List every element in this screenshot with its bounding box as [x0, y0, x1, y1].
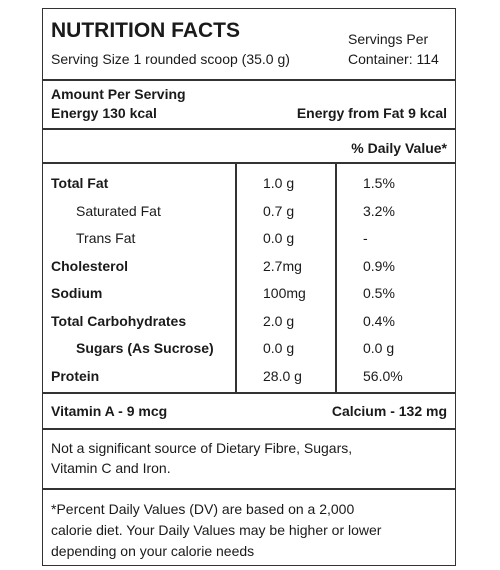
footnote-line: depending on your calorie needs [51, 543, 255, 559]
nutrient-dv: - [363, 230, 368, 246]
servings-per: Servings Per [348, 31, 429, 47]
footnote-line: calorie diet. Your Daily Values may be h… [51, 522, 382, 538]
nutrient-dv: 56.0% [363, 367, 403, 384]
divider [43, 128, 455, 130]
nutrient-dv: 0.5% [363, 285, 395, 301]
column-divider [235, 163, 237, 392]
footnote-line: *Percent Daily Values (DV) are based on … [51, 501, 355, 517]
divider [43, 79, 455, 81]
amount-heading: Amount Per Serving [51, 86, 186, 102]
nutrient-amount: 100mg [263, 285, 306, 301]
divider [43, 162, 455, 164]
nutrient-dv: 3.2% [363, 202, 395, 219]
servings-per: Container: 114 [348, 51, 439, 67]
divider [43, 488, 455, 490]
nutrient-dv: 0.9% [363, 257, 395, 274]
nutrient-amount: 0.0 g [263, 230, 295, 246]
nutrient-dv: 1.5% [363, 175, 395, 191]
note-line: Not a significant source of Dietary Fibr… [51, 440, 353, 456]
nutrient-amount: 28.0 g [263, 367, 302, 384]
nutrient-name: Sugars (As Sucrose) [76, 340, 214, 356]
nutrient-amount: 1.0 g [263, 175, 295, 191]
nutrient-name: Sodium [51, 285, 103, 301]
nutrient-name: Protein [51, 367, 100, 384]
energy: Energy 130 kcal [51, 105, 157, 121]
nutrient-name: Cholesterol [51, 257, 129, 274]
nutrient-dv: 0.0 g [363, 340, 395, 356]
nutrient-amount: 2.7mg [263, 257, 302, 274]
nutrient-dv: 0.4% [363, 312, 395, 329]
divider [43, 392, 455, 394]
divider [43, 428, 455, 430]
nutrient-amount: 0.0 g [263, 340, 295, 356]
nutrient-amount: 0.7 g [263, 202, 295, 219]
nutrient-name: Total Fat [51, 175, 109, 191]
note-line: Vitamin C and Iron. [51, 460, 171, 476]
nutrient-name: Saturated Fat [76, 202, 161, 219]
energy-from-fat: Energy from Fat 9 kcal [296, 105, 447, 121]
column-divider [335, 163, 337, 392]
calcium: Calcium - 132 mg [331, 403, 447, 419]
nutrient-name: Total Carbohydrates [51, 312, 187, 329]
title: NUTRITION FACTS [51, 19, 240, 42]
nutrient-amount: 2.0 g [263, 312, 295, 329]
serving-size: Serving Size 1 rounded scoop (35.0 g) [51, 51, 290, 67]
vitamin-a: Vitamin A - 9 mcg [51, 403, 168, 419]
nutrition-label: NUTRITION FACTS Serving Size 1 rounded s… [42, 8, 456, 566]
dv-heading: % Daily Value* [351, 140, 447, 156]
nutrient-name: Trans Fat [76, 230, 136, 246]
